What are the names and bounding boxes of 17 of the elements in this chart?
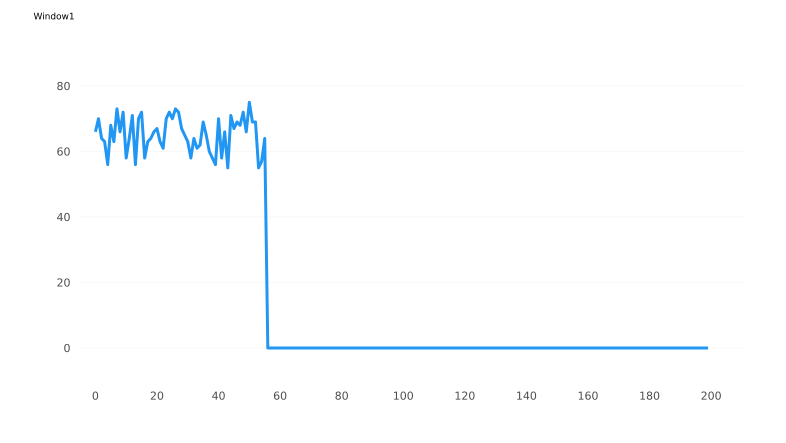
x-tick-label: 200 <box>701 392 721 400</box>
y-tick-label: 0 <box>64 344 70 352</box>
y-tick-label: 20 <box>57 278 70 287</box>
y-tick-label: 60 <box>57 147 70 156</box>
y-tick-label: 40 <box>57 212 70 222</box>
x-tick-label: 20 <box>150 392 164 400</box>
y-tick-label: 80 <box>57 82 70 90</box>
x-tick-label: 180 <box>640 392 660 400</box>
chart-title: Window1 <box>34 12 74 20</box>
x-tick-label: 140 <box>517 392 536 400</box>
x-tick-label: 120 <box>456 392 475 400</box>
x-tick-label: 160 <box>578 392 598 400</box>
x-tick-label: 100 <box>394 392 413 400</box>
x-tick-label: 0 <box>92 392 98 400</box>
x-tick-label: 60 <box>274 392 286 400</box>
x-tick-label: 80 <box>335 392 348 400</box>
x-tick-label: 40 <box>212 392 225 400</box>
